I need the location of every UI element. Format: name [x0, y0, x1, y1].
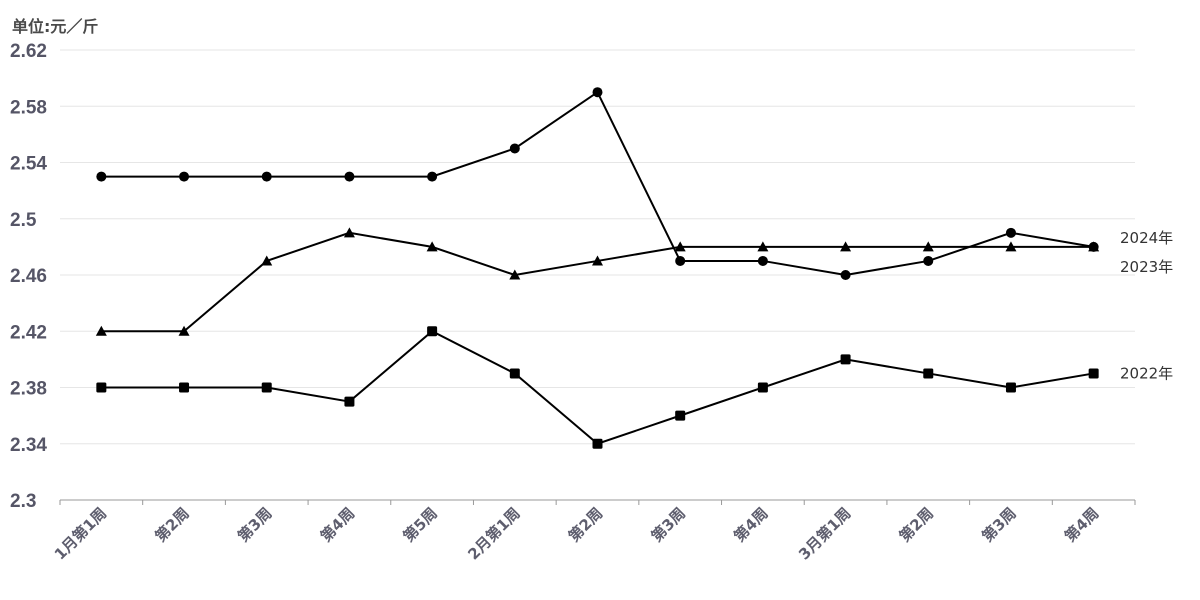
y-tick-label: 2.54	[10, 154, 47, 175]
data-point	[95, 325, 107, 336]
x-tick-label: 第2周	[152, 504, 193, 545]
y-tick-label: 2.62	[10, 41, 47, 62]
data-point	[509, 269, 521, 280]
data-point	[1088, 241, 1100, 252]
y-tick-label: 2.38	[10, 379, 47, 400]
series-labels: 2024年 2023年 2022年	[1120, 229, 1173, 383]
data-point	[343, 227, 355, 238]
y-tick-label: 2.34	[10, 435, 47, 456]
data-point	[840, 354, 851, 365]
series-label: 2023年	[1120, 258, 1173, 276]
data-point	[675, 410, 686, 421]
series-label: 2024年	[1120, 229, 1173, 247]
data-point	[592, 255, 603, 266]
data-point	[757, 241, 769, 252]
x-tick-label: 第3周	[234, 504, 275, 545]
data-point	[426, 241, 438, 252]
x-tick-label: 第4周	[1061, 504, 1102, 545]
data-point	[261, 382, 272, 393]
series-line	[101, 231, 1094, 333]
data-point	[592, 438, 603, 449]
data-point	[840, 241, 852, 252]
y-axis-ticks: 2.3 2.34 2.38 2.42 2.46 2.5 2.54 2.58 2.62	[10, 41, 47, 512]
y-tick-label: 2.46	[10, 266, 47, 287]
data-point	[178, 325, 190, 336]
data-point	[674, 241, 686, 252]
data-point	[922, 241, 934, 252]
data-point	[509, 143, 520, 154]
y-tick-label: 2.5	[10, 210, 37, 231]
data-point	[96, 382, 107, 393]
x-tick-label: 2月第1周	[464, 504, 523, 563]
data-point	[1005, 382, 1016, 393]
data-point	[923, 368, 934, 379]
unit-label: 单位:元／斤	[12, 17, 98, 36]
data-point	[592, 87, 603, 98]
x-tick-label: 第4周	[317, 504, 358, 545]
data-point	[509, 368, 520, 379]
data-point	[923, 255, 934, 266]
data-point	[261, 255, 273, 266]
data-point	[1088, 368, 1099, 379]
x-tick-label: 第3周	[648, 504, 689, 545]
data-point	[344, 396, 355, 407]
data-point	[427, 326, 438, 337]
data-point	[344, 171, 355, 182]
x-tick-label: 1月第1周	[51, 504, 110, 563]
y-tick-label: 2.3	[10, 491, 36, 512]
y-tick-label: 2.58	[10, 97, 47, 118]
data-point	[757, 382, 768, 393]
data-point	[427, 171, 438, 182]
data-point	[675, 255, 686, 266]
axes	[59, 499, 1136, 505]
data-point	[96, 171, 107, 182]
data-point	[179, 382, 190, 393]
x-tick-label: 第2周	[565, 504, 606, 545]
y-tick-label: 2.42	[10, 322, 47, 343]
data-point	[1005, 227, 1016, 238]
data-point	[261, 171, 272, 182]
data-point	[757, 255, 768, 266]
x-tick-label: 3月第1周	[795, 504, 854, 563]
data-point	[1005, 241, 1017, 252]
x-tick-label: 第5周	[400, 504, 441, 545]
x-tick-label: 第3周	[978, 504, 1019, 545]
series-label: 2022年	[1120, 364, 1173, 382]
data-point	[840, 270, 851, 280]
x-axis-ticks: 1月第1周 第2周 第3周 第4周 第5周 2月第1周 第2周 第3周 第4周 3月第1周 第2周第…	[51, 504, 1103, 563]
x-tick-label: 第4周	[730, 504, 771, 545]
x-tick-label: 第2周	[896, 504, 937, 545]
data-point	[179, 171, 190, 182]
series	[95, 87, 1100, 449]
